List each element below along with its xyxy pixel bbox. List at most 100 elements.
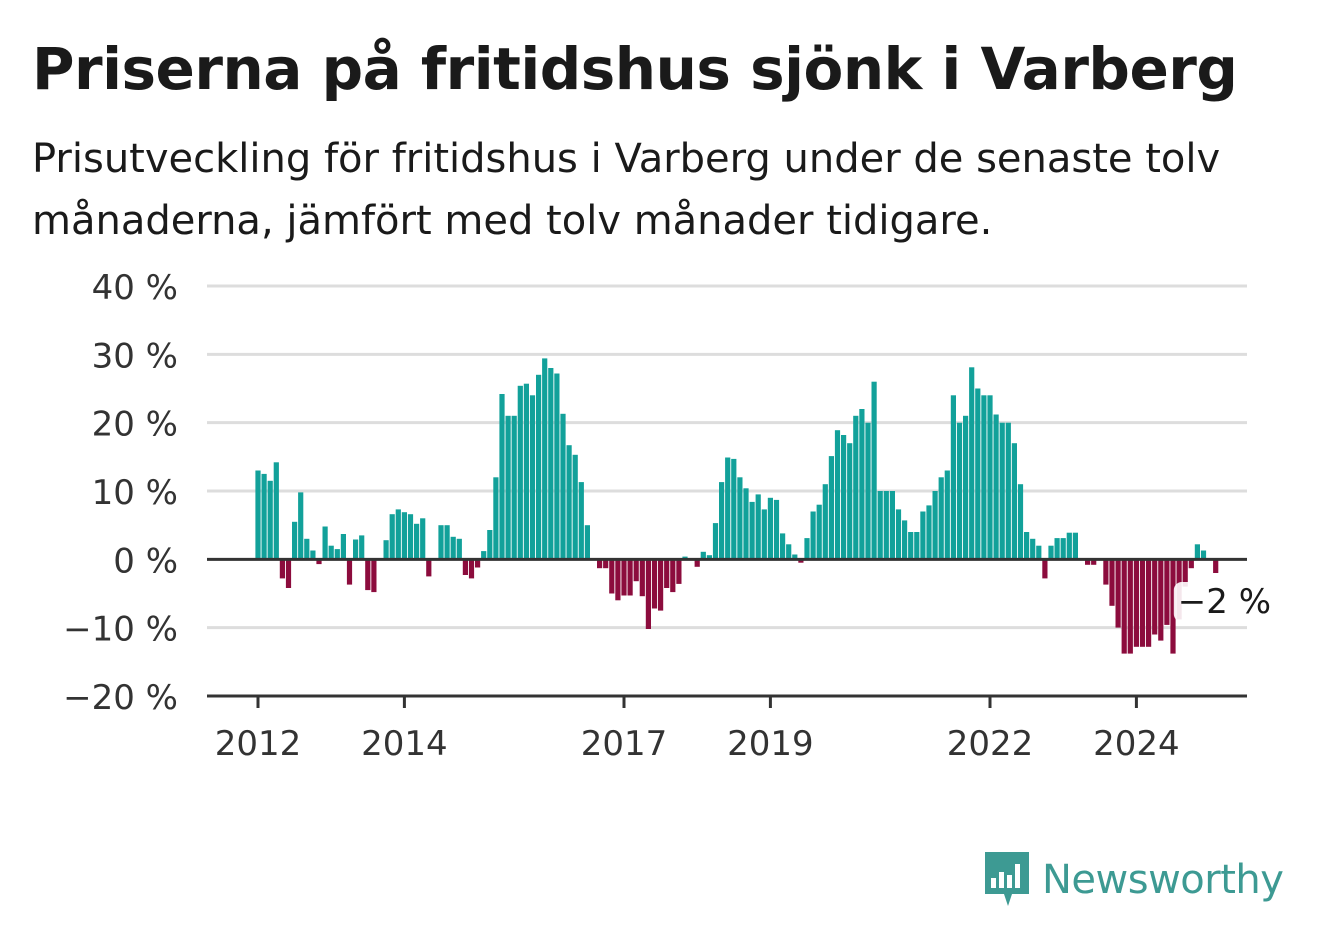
bar	[603, 559, 609, 569]
brand-name: Newsworthy	[1042, 857, 1284, 903]
bar	[481, 551, 487, 560]
bar	[865, 422, 871, 560]
bar	[1170, 559, 1176, 654]
bar	[895, 509, 902, 560]
bar	[963, 415, 969, 560]
bar	[737, 477, 743, 560]
bar	[609, 559, 615, 594]
bar	[438, 525, 444, 560]
bar	[1158, 559, 1164, 641]
bar	[298, 492, 304, 560]
bar	[285, 559, 292, 588]
bar	[444, 525, 450, 560]
bar	[1054, 538, 1060, 560]
bar	[1213, 559, 1219, 573]
bar	[676, 559, 682, 584]
bar	[1060, 538, 1066, 560]
bar	[902, 520, 908, 560]
bar	[786, 544, 792, 560]
x-tick-label: 2014	[361, 724, 448, 764]
bar	[853, 415, 859, 560]
x-axis-ticks: 2012 2014 2017 2019 2022 2024	[215, 696, 1180, 764]
bar	[767, 497, 773, 560]
bar	[1152, 559, 1158, 635]
bar	[572, 454, 578, 560]
bar	[627, 559, 633, 596]
bar	[651, 559, 658, 609]
bar	[908, 532, 914, 560]
bar	[548, 368, 554, 560]
bar	[1011, 443, 1017, 560]
bar	[529, 395, 536, 560]
bar	[664, 559, 670, 588]
bar	[499, 394, 505, 560]
bar	[1066, 532, 1072, 560]
bar	[316, 559, 322, 565]
bar	[719, 482, 725, 560]
bar	[743, 488, 749, 560]
bar	[462, 559, 468, 575]
bar	[292, 521, 298, 560]
x-tick-label: 2022	[947, 724, 1034, 764]
bar	[877, 491, 883, 560]
bar	[566, 445, 572, 560]
bar	[822, 484, 828, 560]
bar	[395, 509, 401, 560]
bar	[304, 538, 310, 560]
gridlines	[207, 284, 1247, 630]
bars	[255, 358, 1219, 654]
bar	[450, 536, 456, 560]
bar	[645, 559, 651, 629]
bar	[1182, 559, 1188, 587]
x-tick-label: 2024	[1093, 724, 1180, 764]
bar	[1127, 559, 1133, 654]
bar	[426, 559, 432, 577]
chart-subtitle: Prisutveckling för fritidshus i Varberg …	[32, 136, 1221, 244]
bar	[322, 526, 328, 560]
bar	[841, 435, 847, 560]
bar	[1133, 559, 1139, 647]
bar	[414, 523, 420, 560]
bar	[517, 385, 523, 560]
bar	[761, 509, 767, 560]
bar	[981, 395, 987, 560]
bar	[267, 480, 273, 560]
bar	[969, 367, 975, 560]
bar	[1194, 544, 1200, 560]
x-tick-label: 2012	[215, 724, 302, 764]
bar	[353, 539, 359, 560]
bar	[365, 559, 371, 591]
bar	[536, 374, 542, 560]
bar	[1091, 559, 1097, 565]
bar	[346, 559, 353, 585]
bar	[328, 545, 334, 560]
bar	[712, 523, 719, 560]
bar	[615, 559, 621, 601]
bar	[1164, 559, 1170, 625]
bar	[658, 559, 664, 611]
chart-title: Priserna på fritidshus sjönk i Varberg	[32, 35, 1238, 103]
bar	[749, 501, 755, 560]
axes	[207, 557, 1247, 698]
bar	[816, 504, 822, 560]
y-tick-label: 40 %	[92, 268, 178, 308]
bar	[389, 514, 395, 560]
bar	[987, 395, 993, 560]
bar	[1072, 532, 1078, 560]
bar	[810, 511, 816, 560]
bar	[371, 559, 377, 593]
bar	[926, 505, 932, 560]
bar	[401, 512, 407, 560]
bar	[792, 554, 798, 560]
bar	[255, 470, 261, 560]
bar	[1188, 559, 1194, 569]
bar	[578, 482, 584, 560]
y-tick-label: 30 %	[92, 336, 178, 376]
bar	[468, 559, 475, 579]
y-axis-ticks: 40 % 30 % 20 % 10 % 0 % −10 % −20 %	[63, 268, 178, 718]
x-tick-label: 2017	[581, 724, 668, 764]
bar	[1005, 422, 1011, 560]
bar	[1103, 559, 1109, 585]
bar	[334, 549, 340, 560]
